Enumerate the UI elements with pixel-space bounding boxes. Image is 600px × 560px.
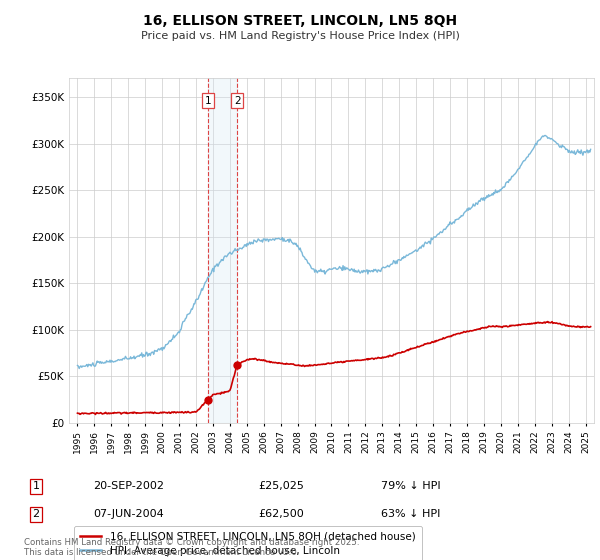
Text: £62,500: £62,500	[258, 509, 304, 519]
Bar	[208, 78, 237, 423]
Text: 16, ELLISON STREET, LINCOLN, LN5 8QH: 16, ELLISON STREET, LINCOLN, LN5 8QH	[143, 14, 457, 28]
Text: 2: 2	[32, 509, 40, 519]
Text: 63% ↓ HPI: 63% ↓ HPI	[381, 509, 440, 519]
Text: 79% ↓ HPI: 79% ↓ HPI	[381, 481, 440, 491]
Text: 1: 1	[205, 96, 212, 106]
Text: Contains HM Land Registry data © Crown copyright and database right 2025.
This d: Contains HM Land Registry data © Crown c…	[24, 538, 359, 557]
Text: 07-JUN-2004: 07-JUN-2004	[93, 509, 164, 519]
Text: 1: 1	[32, 481, 40, 491]
Text: £25,025: £25,025	[258, 481, 304, 491]
Text: 20-SEP-2002: 20-SEP-2002	[93, 481, 164, 491]
Legend: 16, ELLISON STREET, LINCOLN, LN5 8QH (detached house), HPI: Average price, detac: 16, ELLISON STREET, LINCOLN, LN5 8QH (de…	[74, 526, 422, 560]
Text: 2: 2	[234, 96, 241, 106]
Text: Price paid vs. HM Land Registry's House Price Index (HPI): Price paid vs. HM Land Registry's House …	[140, 31, 460, 41]
